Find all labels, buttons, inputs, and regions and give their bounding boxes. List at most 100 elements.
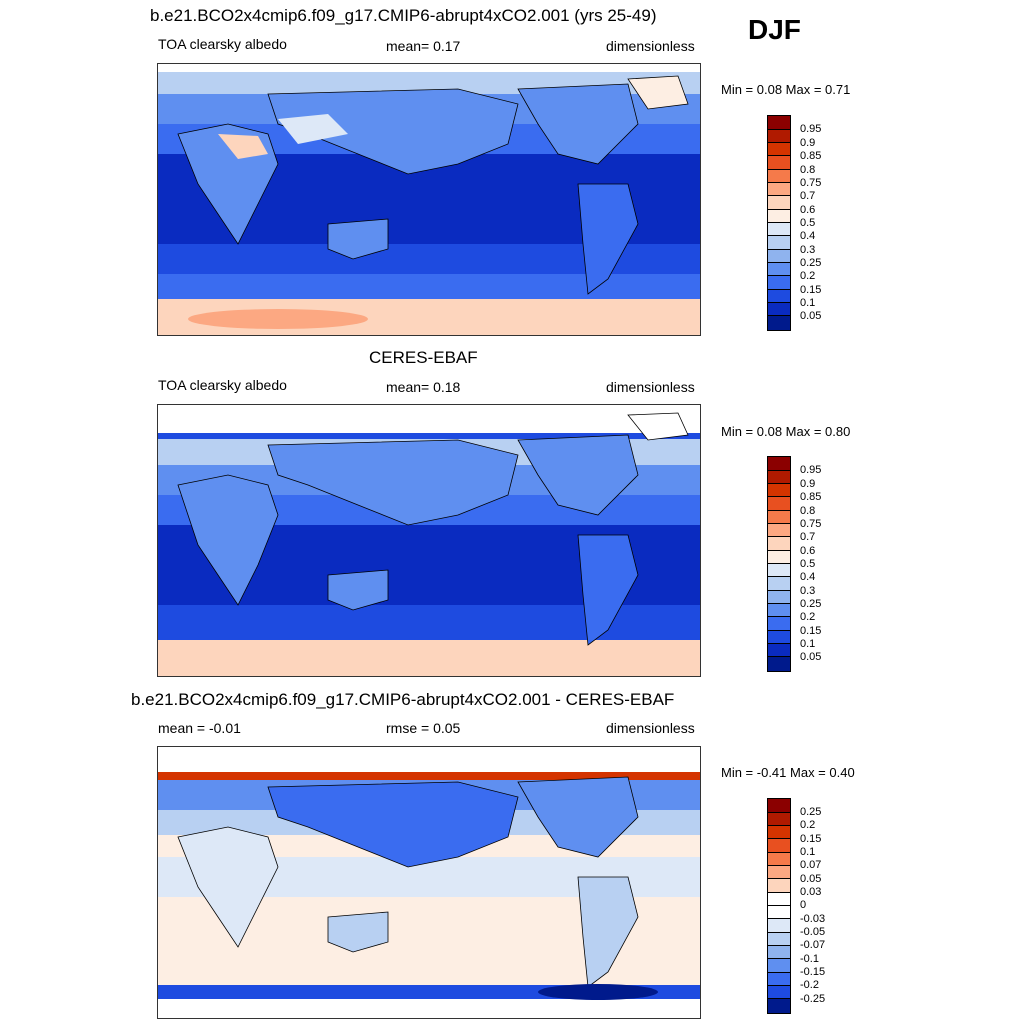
panel1-colorbar-tick: 0.3 (800, 244, 816, 256)
panel2-colorbar-tick: 0.6 (800, 545, 816, 557)
panel1-colorbar-cell (768, 156, 790, 170)
panel1-variable-label: TOA clearsky albedo (158, 36, 287, 52)
panel1-colorbar-tick: 0.4 (800, 230, 816, 242)
panel3-colorbar-cell (768, 946, 790, 959)
panel3-colorbar-cell (768, 799, 790, 813)
panel2-colorbar-cell (768, 484, 790, 497)
panel1-colorbar-cell (768, 170, 790, 183)
panel1-colorbar-cell (768, 236, 790, 250)
panel1-minmax: Min = 0.08 Max = 0.71 (721, 82, 851, 97)
panel2-colorbar-cell (768, 497, 790, 511)
panel2-colorbar-tick: 0.1 (800, 638, 816, 650)
panel2-colorbar-cell (768, 604, 790, 617)
panel1-colorbar-tick: 0.9 (800, 137, 816, 149)
panel2-colorbar-cell (768, 577, 790, 591)
panel1-colorbar-tick: 0.15 (800, 284, 822, 296)
panel1-colorbar-cell (768, 210, 790, 223)
panel2-colorbar-tick: 0.2 (800, 611, 816, 623)
panel1-colorbar-cell (768, 183, 790, 196)
panel3-colorbar-cell (768, 973, 790, 986)
panel2-colorbar-tick: 0.75 (800, 518, 822, 530)
panel2-minmax: Min = 0.08 Max = 0.80 (721, 424, 851, 439)
panel3-colorbar-tick: 0.1 (800, 846, 816, 858)
panel3-colorbar-cell (768, 919, 790, 933)
panel2-colorbar-cell (768, 457, 790, 471)
panel1-colorbar-tick: 0.2 (800, 270, 816, 282)
panel1-colorbar-cell (768, 276, 790, 290)
panel3-colorbar-cell (768, 879, 790, 893)
panel3-colorbar-cell (768, 866, 790, 879)
panel3-colorbar-cell (768, 853, 790, 866)
panel2-colorbar-tick: 0.3 (800, 585, 816, 597)
panel3-colorbar-tick: 0.15 (800, 833, 822, 845)
panel1-colorbar-cell (768, 116, 790, 130)
panel1-colorbar-tick: 0.85 (800, 150, 822, 162)
panel2-colorbar-tick: 0.4 (800, 571, 816, 583)
panel1-map (157, 63, 701, 336)
panel3-colorbar-cell (768, 826, 790, 839)
panel2-colorbar-tick: 0.85 (800, 491, 822, 503)
panel2-colorbar-cell (768, 511, 790, 524)
panel3-colorbar-cell (768, 813, 790, 826)
panel3-colorbar-cell (768, 999, 790, 1013)
panel2-units-label: dimensionless (606, 379, 695, 395)
panel1-colorbar-tick: 0.7 (800, 190, 816, 202)
panel3-minmax: Min = -0.41 Max = 0.40 (721, 765, 855, 780)
panel2-colorbar-cell (768, 644, 790, 657)
panel3-colorbar-cell (768, 933, 790, 946)
panel3-mean-label: mean = -0.01 (158, 720, 241, 736)
panel3-colorbar-tick: -0.2 (800, 979, 819, 991)
panel1-colorbar-tick: 0.8 (800, 164, 816, 176)
panel3-colorbar-tick: 0.03 (800, 886, 822, 898)
panel1-colorbar-tick: 0.25 (800, 257, 822, 269)
panel3-colorbar-tick: -0.07 (800, 939, 826, 951)
panel3-colorbar-tick: 0.05 (800, 873, 822, 885)
panel1-colorbar-cell (768, 250, 790, 263)
panel1-colorbar-tick: 0.95 (800, 123, 822, 135)
panel2-colorbar-tick: 0.95 (800, 464, 822, 476)
panel2-colorbar-cell (768, 591, 790, 604)
panel2-colorbar-tick: 0.25 (800, 598, 822, 610)
panel2-colorbar-cell (768, 551, 790, 564)
panel2-colorbar-cell (768, 631, 790, 644)
panel2-colorbar-cell (768, 657, 790, 671)
panel2-colorbar-tick: 0.05 (800, 651, 822, 663)
panel1-colorbar-cell (768, 303, 790, 316)
panel2-title: CERES-EBAF (369, 348, 478, 367)
panel2-colorbar (767, 456, 791, 672)
panel2-mean-label: mean= 0.18 (386, 379, 461, 395)
panel2-colorbar-tick: 0.5 (800, 558, 816, 570)
panel1-colorbar-cell (768, 290, 790, 303)
panel1-colorbar-tick: 0.5 (800, 217, 816, 229)
panel3-colorbar-tick: -0.25 (800, 993, 826, 1005)
panel2-colorbar-tick: 0.15 (800, 625, 822, 637)
panel1-colorbar-tick: 0.75 (800, 177, 822, 189)
panel1-colorbar-cell (768, 130, 790, 143)
season-label: DJF (748, 14, 801, 45)
panel1-colorbar (767, 115, 791, 331)
panel2-colorbar-cell (768, 471, 790, 484)
panel1-colorbar-tick: 0.1 (800, 297, 816, 309)
panel3-colorbar-cell (768, 959, 790, 973)
panel3-colorbar-cell (768, 906, 790, 919)
panel3-colorbar-tick: -0.05 (800, 926, 826, 938)
panel3-colorbar-tick: 0 (800, 899, 807, 911)
panel1-colorbar-tick: 0.05 (800, 310, 822, 322)
panel3-colorbar-tick: 0.25 (800, 806, 822, 818)
panel1-colorbar-tick: 0.6 (800, 204, 816, 216)
panel1-colorbar-cell (768, 263, 790, 276)
panel3-colorbar-cell (768, 839, 790, 853)
panel3-map (157, 746, 701, 1019)
panel3-colorbar-cell (768, 893, 790, 906)
panel1-colorbar-cell (768, 316, 790, 330)
panel3-colorbar-tick: 0.2 (800, 819, 816, 831)
panel2-map (157, 404, 701, 677)
panel1-colorbar-cell (768, 223, 790, 236)
panel3-colorbar-tick: -0.1 (800, 953, 819, 965)
panel3-title: b.e21.BCO2x4cmip6.f09_g17.CMIP6-abrupt4x… (131, 690, 675, 709)
panel3-colorbar-cell (768, 986, 790, 999)
panel2-colorbar-cell (768, 617, 790, 631)
panel2-colorbar-tick: 0.9 (800, 478, 816, 490)
panel1-colorbar-cell (768, 143, 790, 156)
panel2-variable-label: TOA clearsky albedo (158, 377, 287, 393)
